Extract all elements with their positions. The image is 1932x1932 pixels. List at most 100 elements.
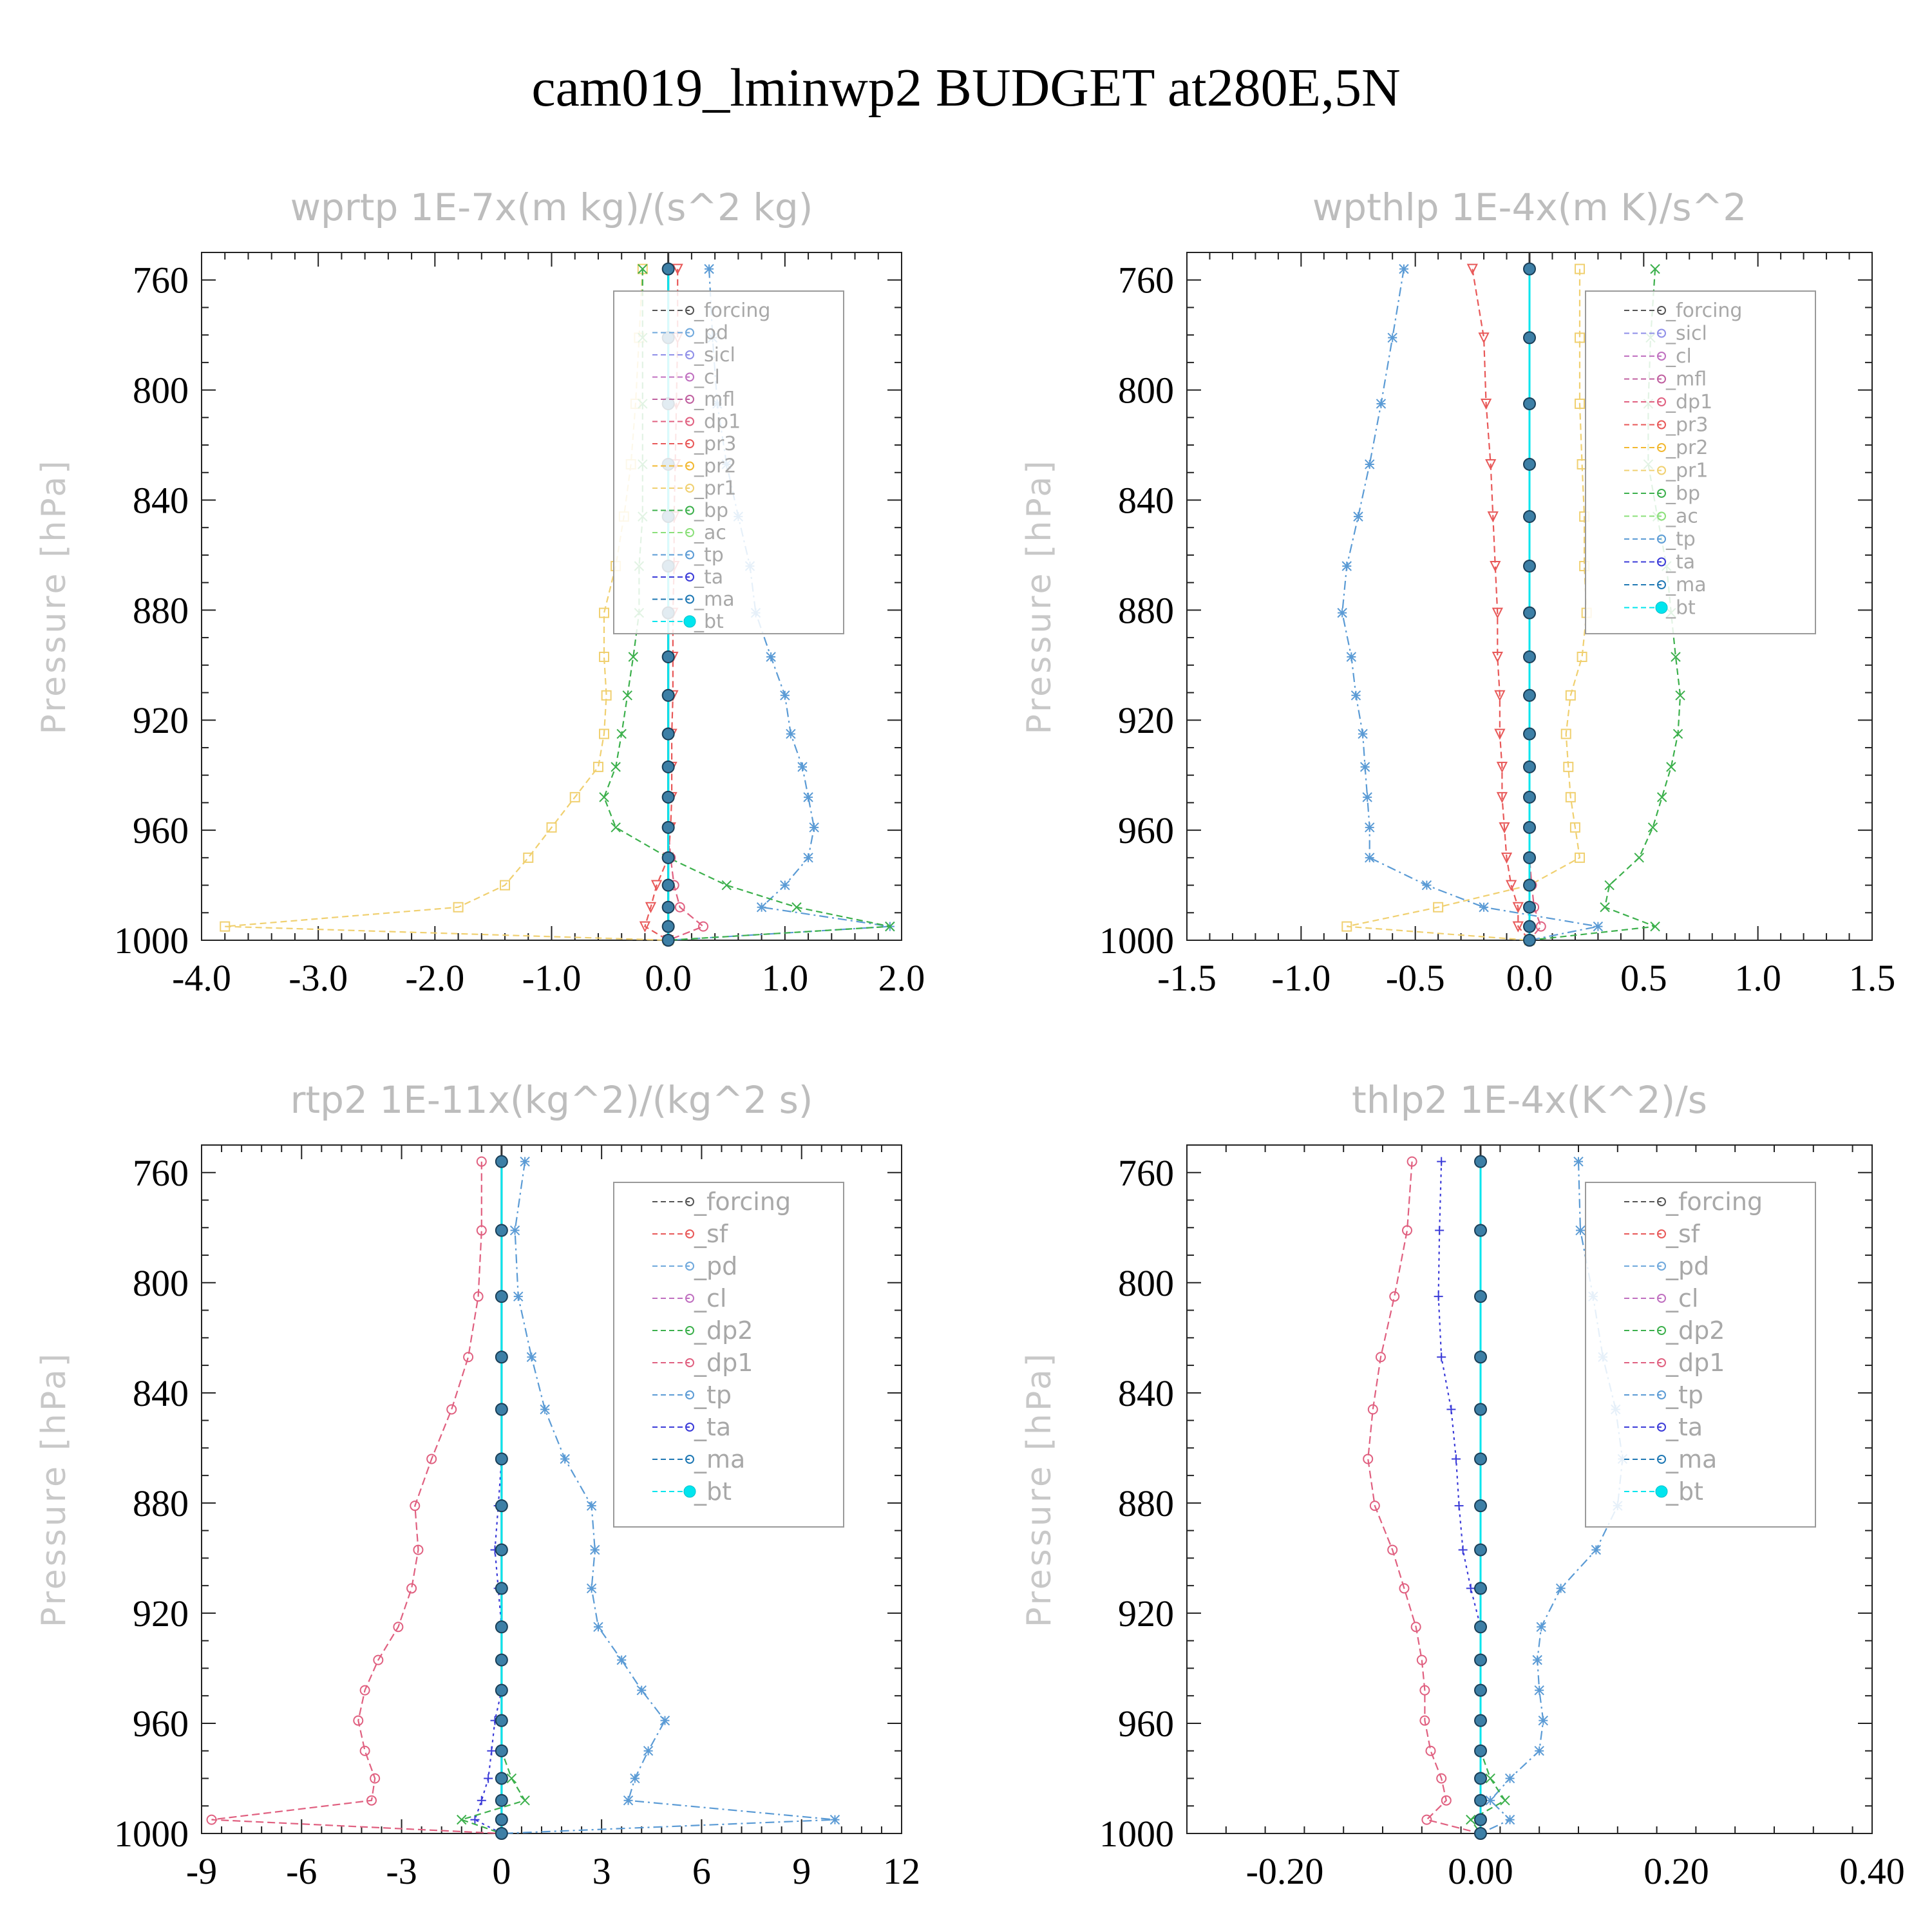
data-point (1647, 822, 1658, 833)
data-point (1474, 1683, 1487, 1697)
data-point (803, 853, 813, 863)
y-tick-label: 840 (1118, 479, 1174, 521)
data-point (1496, 761, 1508, 773)
data-point (1474, 1744, 1487, 1757)
x-tick-label: -1.0 (522, 957, 582, 999)
legend-entry: _forcing (1624, 299, 1742, 322)
data-point (1634, 853, 1644, 863)
data-point (1555, 1583, 1566, 1594)
x-tick-label: 2.0 (878, 957, 925, 999)
legend: _forcing_sicl_cl_mfl_dp1_pr3_pr2_pr1_bp_… (1585, 290, 1816, 634)
legend-entry: _cl (1624, 1284, 1698, 1312)
legend-entry: _bp (652, 500, 728, 522)
data-point (1563, 761, 1574, 772)
legend-label: _pr2 (1665, 437, 1708, 459)
legend-entry: _pd (652, 1252, 737, 1280)
series-line (1367, 1161, 1481, 1835)
legend-entry: _forcing (1624, 1188, 1763, 1216)
data-point (1523, 262, 1536, 276)
data-point (1362, 792, 1372, 802)
legend-label: _tp (1665, 1381, 1703, 1409)
panel-title: wprtp 1E-7x(m kg)/(s^2 kg) (290, 185, 813, 229)
data-point (495, 1452, 508, 1466)
legend-label: _sf (1665, 1220, 1701, 1248)
data-point (1523, 606, 1536, 620)
data-point (495, 1683, 508, 1697)
legend-label: _pd (1665, 1252, 1709, 1280)
data-point (500, 880, 511, 891)
data-point (457, 1814, 467, 1825)
data-point (540, 1404, 550, 1415)
data-point (1474, 1499, 1487, 1513)
data-point (1604, 880, 1615, 891)
panel-1: wprtp 1E-7x(m kg)/(s^2 kg) Pressure [hPa]… (35, 185, 925, 999)
data-point (1485, 1795, 1495, 1806)
data-point (661, 920, 675, 933)
data-point (1501, 852, 1513, 864)
series-line (1472, 269, 1530, 941)
data-point (1402, 1225, 1412, 1236)
legend-label: _bt (694, 1477, 732, 1506)
data-point (1672, 728, 1683, 739)
legend-label: _pr2 (694, 455, 736, 478)
legend-entry: _sf (652, 1220, 729, 1248)
data-point (1523, 457, 1536, 471)
x-tick-label: -3.0 (289, 957, 348, 999)
legend-label: _ma (1665, 1445, 1717, 1473)
y-tick-label: 920 (1118, 1593, 1174, 1634)
legend-entry: _sicl (1624, 323, 1707, 345)
series-bp (1524, 263, 1685, 945)
legend-entry: _dp2 (1624, 1316, 1725, 1345)
data-point (599, 728, 610, 739)
data-point (513, 1291, 524, 1302)
data-point (1523, 900, 1536, 914)
legend-label: _dp1 (694, 1349, 753, 1377)
plot-frame (1186, 1144, 1873, 1834)
legend-label: _dp1 (694, 411, 741, 433)
y-tick-label: 760 (1118, 1152, 1174, 1194)
y-tick-label: 800 (133, 370, 189, 412)
data-point (1523, 790, 1536, 804)
data-point (636, 1685, 647, 1696)
data-point (1474, 1827, 1487, 1840)
data-point (1341, 921, 1352, 932)
data-point (1376, 399, 1387, 409)
data-point (592, 761, 603, 772)
series-line (225, 269, 668, 942)
series-line (1470, 1161, 1506, 1834)
data-point (495, 1653, 508, 1667)
data-point (393, 1622, 404, 1633)
legend: _forcing_pd_sicl_cl_mfl_dp1_pr3_pr2_pr1_… (613, 290, 844, 634)
y-tick-label: 920 (133, 1593, 189, 1634)
data-point (756, 902, 767, 913)
data-point (1480, 398, 1492, 410)
data-point (1523, 688, 1536, 702)
data-point (1593, 921, 1604, 932)
data-point (1504, 1814, 1515, 1825)
data-point (1399, 1583, 1410, 1594)
data-point (1358, 728, 1368, 739)
data-point (661, 820, 675, 834)
data-point (1512, 902, 1524, 913)
data-point (1478, 332, 1490, 344)
series-dp2 (1466, 1156, 1510, 1839)
series-line (1528, 269, 1542, 941)
legend-entry: _mfl (1624, 368, 1707, 391)
panel-2: wpthlp 1E-4x(m K)/s^2 Pressure [hPa] 760 80… (1020, 185, 1895, 999)
data-point (1474, 1452, 1487, 1466)
y-tick-label: 840 (133, 479, 189, 521)
data-point (1346, 652, 1357, 662)
y-tick-label: 920 (1118, 699, 1174, 741)
legend: _forcing _sf _pd _cl _dp2 _dp1 _tp _ta _ma _bt (613, 1182, 844, 1528)
data-point (1406, 1156, 1417, 1167)
data-point (1474, 1653, 1487, 1667)
data-point (1499, 822, 1510, 834)
data-point (1485, 459, 1497, 471)
data-point (463, 1352, 474, 1363)
y-tick-label: 760 (133, 260, 189, 301)
data-point (766, 652, 776, 662)
x-tick-label: 1.0 (1734, 957, 1781, 999)
data-point (359, 1685, 370, 1696)
legend-entry: _dp1 (652, 1349, 753, 1377)
